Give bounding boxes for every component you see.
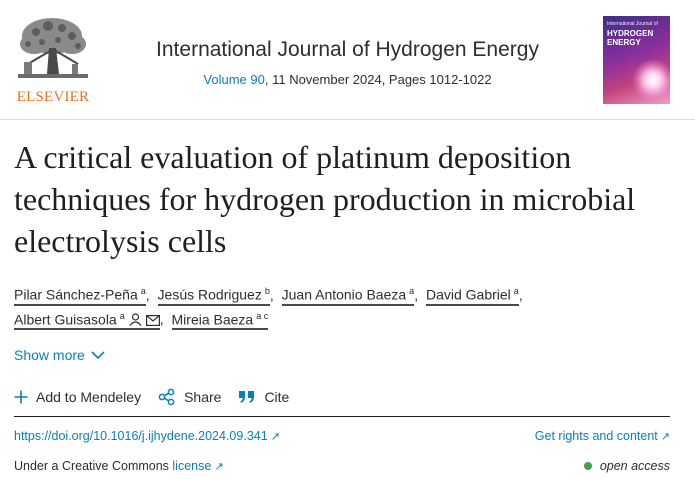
cover-title-line2: ENERGY — [607, 38, 641, 47]
elsevier-wordmark: ELSEVIER — [16, 89, 90, 105]
author-name: Pilar Sánchez-Peña — [14, 286, 138, 303]
journal-meta: Volume 90, 11 November 2024, Pages 1012-… — [110, 72, 585, 87]
add-to-mendeley-button[interactable]: Add to Mendeley — [14, 389, 141, 405]
author-link[interactable]: David Gabriel a — [425, 282, 519, 306]
chevron-down-icon — [91, 350, 105, 359]
author-affiliation: a — [119, 310, 125, 321]
get-rights-link[interactable]: Get rights and content ↗ — [535, 429, 670, 443]
license-link[interactable]: license ↗ — [172, 459, 223, 473]
article-title: A critical evaluation of platinum deposi… — [14, 139, 636, 259]
external-link-icon: ↗ — [270, 431, 280, 443]
cover-graphic — [633, 60, 670, 100]
author-list: Pilar Sánchez-Peña a, Jesús Rodriguez b, J… — [14, 282, 674, 331]
doi-text: https://doi.org/10.1016/j.ijhydene.2024.… — [14, 429, 268, 443]
doi-link[interactable]: https://doi.org/10.1016/j.ijhydene.2024.… — [14, 429, 280, 443]
license-link-text: license — [172, 459, 212, 473]
open-access-label: open access — [599, 459, 670, 473]
author-link[interactable]: Pilar Sánchez-Peña a — [14, 282, 146, 306]
cover-title-line1: HYDROGEN — [607, 29, 654, 38]
open-access-dot-icon — [583, 462, 592, 470]
volume-link[interactable]: Volume 90 — [203, 72, 265, 87]
article-actions: Add to Mendeley Share Cite — [14, 386, 306, 408]
license-prefix: Under a Creative Commons — [14, 459, 173, 473]
elsevier-tree-icon — [14, 14, 92, 88]
author-affiliation: a — [409, 286, 415, 296]
share-button[interactable]: Share — [158, 388, 221, 406]
external-link-icon: ↗ — [660, 431, 670, 443]
person-icon — [129, 313, 142, 327]
author-name: David Gabriel — [425, 286, 511, 303]
author-affiliation: a — [140, 286, 146, 296]
plus-icon — [14, 390, 28, 404]
article-header: ELSEVIER International Journal of Hydrog… — [0, 0, 695, 120]
author-name: Jesús Rodriguez — [157, 286, 262, 303]
issue-info: , 11 November 2024, Pages 1012-1022 — [264, 72, 492, 87]
author-link[interactable]: Albert Guisasola a — [14, 307, 160, 331]
author-link[interactable]: Jesús Rodriguez b — [157, 282, 270, 306]
share-icon — [158, 388, 175, 406]
show-more-button[interactable]: Show more — [14, 347, 105, 363]
author-name: Juan Antonio Baeza — [281, 286, 407, 303]
quote-icon — [239, 391, 255, 403]
cite-button[interactable]: Cite — [238, 389, 289, 405]
show-more-label: Show more — [14, 347, 85, 363]
external-link-icon: ↗ — [214, 461, 224, 473]
author-name: Albert Guisasola — [14, 311, 117, 328]
author-link[interactable]: Juan Antonio Baeza a — [281, 282, 415, 306]
rights-text: Get rights and content — [534, 429, 658, 443]
author-name: Mireia Baeza — [171, 311, 254, 328]
cover-small-text: International Journal of — [607, 21, 658, 27]
license-info: Under a Creative Commons license ↗ — [14, 459, 224, 473]
divider — [14, 416, 670, 417]
share-label: Share — [184, 389, 222, 405]
mendeley-label: Add to Mendeley — [36, 389, 142, 405]
author-affiliation: a — [513, 286, 519, 296]
cite-label: Cite — [264, 389, 290, 405]
open-access-badge: open access — [583, 459, 670, 473]
author-affiliation: b — [264, 286, 270, 296]
cover-title: HYDROGEN ENERGY — [607, 29, 653, 47]
elsevier-logo[interactable]: ELSEVIER — [14, 14, 92, 106]
author-affiliation: a c — [256, 310, 269, 321]
journal-cover-image[interactable]: International Journal of HYDROGEN ENERGY — [603, 16, 670, 104]
journal-info: International Journal of Hydrogen Energy… — [110, 38, 585, 87]
journal-title-link[interactable]: International Journal of Hydrogen Energy — [156, 38, 539, 61]
envelope-icon — [145, 315, 160, 327]
author-link[interactable]: Mireia Baeza a c — [171, 307, 269, 331]
